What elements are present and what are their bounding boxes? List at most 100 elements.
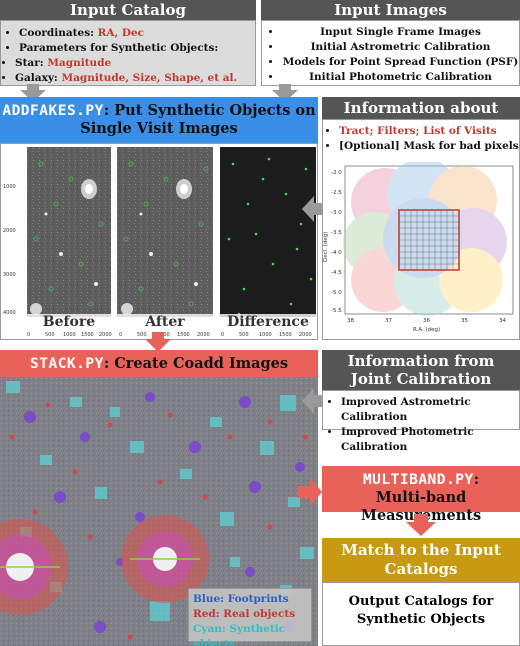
arrow-catalog-to-addfakes bbox=[20, 84, 46, 102]
plot-ylabel: Decl. (deg) bbox=[323, 232, 329, 262]
plot-y-tick: -2.0 bbox=[331, 170, 342, 176]
addfakes-x-tick: 500 bbox=[239, 332, 249, 338]
addfakes-x-tick: 0 bbox=[221, 332, 224, 338]
info-data-item-1: Tract; Filters; List of Visits bbox=[339, 124, 519, 139]
star-item: Star: Magnitude bbox=[15, 56, 255, 71]
plot-y-tick: -5.5 bbox=[331, 308, 342, 314]
input-images-panel: Input Single Frame Images Initial Astrom… bbox=[261, 20, 520, 86]
arrow-multiband-to-match bbox=[406, 514, 436, 536]
stack-coadd-image: Blue: Footprints Red: Real objects Cyan:… bbox=[0, 377, 318, 646]
caption-difference: Difference bbox=[220, 314, 316, 330]
info-data-panel: Tract; Filters; List of Visits [Optional… bbox=[322, 119, 520, 340]
addfakes-x-tick: 500 bbox=[45, 332, 55, 338]
input-images-header: Input Images bbox=[261, 0, 520, 20]
tract-footprint-plot: -2.0 -2.5 -3.0 -3.5 -4.0 -4.5 -5.0 -5.5 … bbox=[323, 162, 514, 333]
info-data-item-2-prefix: [Optional] bbox=[339, 140, 400, 152]
legend-cyan: Cyan: Synthetic objects bbox=[193, 623, 286, 646]
plot-x-tick: 36 bbox=[423, 318, 430, 324]
match-header: Match to the Input Catalogs bbox=[322, 538, 520, 582]
caption-before: Before bbox=[27, 314, 111, 330]
addfakes-x-tick: 1500 bbox=[177, 332, 190, 338]
addfakes-x-tick: 1500 bbox=[81, 332, 94, 338]
plot-x-tick: 34 bbox=[499, 318, 506, 324]
joint-cal-header: Information from Joint Calibration bbox=[322, 350, 520, 390]
plot-y-tick: -3.5 bbox=[331, 230, 342, 236]
match-title-1: Match to the Input bbox=[341, 541, 501, 559]
joint-cal-title-1: Information from bbox=[347, 352, 495, 370]
arrow-stack-to-multiband bbox=[298, 478, 322, 506]
plot-x-tick: 37 bbox=[385, 318, 392, 324]
stack-header: STACK.PY: Create Coadd Images bbox=[0, 350, 318, 377]
addfakes-x-tick: 2000 bbox=[99, 332, 112, 338]
addfakes-y-tick: 1000 bbox=[3, 184, 16, 190]
caption-after: After bbox=[117, 314, 213, 330]
plot-y-tick: -2.5 bbox=[331, 190, 342, 196]
plot-y-tick: -4.0 bbox=[331, 250, 342, 256]
input-catalog-panel: Coordinates: RA, Dec Parameters for Synt… bbox=[0, 20, 256, 86]
addfakes-title: : Put Synthetic Objects on bbox=[103, 102, 316, 119]
plot-y-tick: -4.5 bbox=[331, 270, 342, 276]
plot-y-tick: -3.0 bbox=[331, 210, 342, 216]
multiband-script-name: MULTIBAND.PY bbox=[362, 472, 474, 488]
addfakes-x-tick: 0 bbox=[27, 332, 30, 338]
input-images-item: Initial Photometric Calibration bbox=[282, 70, 519, 85]
multiband-title: : bbox=[473, 471, 480, 488]
addfakes-x-tick: 0 bbox=[119, 332, 122, 338]
after-image bbox=[117, 147, 213, 317]
coordinates-label: Coordinates: bbox=[19, 27, 94, 39]
joint-cal-item: Improved Photometric Calibration bbox=[341, 425, 519, 455]
match-title-2: Catalogs bbox=[384, 560, 458, 578]
info-data-item-2-text: Mask for bad pixels bbox=[403, 140, 519, 152]
star-value: Magnitude bbox=[47, 57, 112, 69]
input-images-item: Models for Point Spread Function (PSF) bbox=[282, 55, 519, 70]
addfakes-x-tick: 2000 bbox=[197, 332, 210, 338]
coordinates-item: Coordinates: RA, Dec bbox=[19, 26, 255, 41]
joint-cal-panel: Improved Astrometric Calibration Improve… bbox=[322, 390, 520, 453]
arrow-jointcal-to-stack bbox=[302, 388, 322, 414]
input-images-item: Input Single Frame Images bbox=[282, 25, 519, 40]
addfakes-x-tick: 2000 bbox=[299, 332, 312, 338]
addfakes-title-line2: Single Visit Images bbox=[80, 120, 238, 137]
addfakes-figure: 1000 2000 3000 4000 0 500 1000 1500 2000… bbox=[0, 143, 318, 340]
arrow-info-to-addfakes bbox=[302, 196, 322, 222]
addfakes-script-name: ADDFAKES.PY bbox=[2, 103, 104, 119]
stack-script-name: STACK.PY bbox=[30, 356, 104, 372]
stack-legend: Blue: Footprints Red: Real objects Cyan:… bbox=[188, 588, 312, 646]
input-images-item: Initial Astrometric Calibration bbox=[282, 40, 519, 55]
addfakes-y-tick: 3000 bbox=[3, 272, 16, 278]
galaxy-label: Galaxy: bbox=[15, 72, 58, 84]
addfakes-images-svg: 1000 2000 3000 4000 0 500 1000 1500 2000… bbox=[3, 147, 316, 338]
addfakes-y-tick: 2000 bbox=[3, 228, 16, 234]
stack-title: : Create Coadd Images bbox=[103, 355, 288, 372]
info-data-item-1-text: Tract; Filters; List of Visits bbox=[339, 125, 497, 137]
addfakes-y-tick: 4000 bbox=[3, 310, 16, 316]
coordinates-value: RA, Dec bbox=[97, 27, 145, 39]
addfakes-x-tick: 500 bbox=[137, 332, 147, 338]
addfakes-header: ADDFAKES.PY: Put Synthetic Objects on Si… bbox=[0, 97, 318, 143]
plot-x-tick: 35 bbox=[461, 318, 468, 324]
addfakes-x-tick: 1000 bbox=[63, 332, 76, 338]
arrow-images-to-addfakes bbox=[272, 84, 298, 102]
output-panel: Output Catalogs for Synthetic Objects bbox=[322, 582, 520, 646]
galaxy-value: Magnitude, Size, Shape, et al. bbox=[61, 72, 238, 84]
star-label: Star: bbox=[15, 57, 44, 69]
input-images-title: Input Images bbox=[334, 1, 447, 19]
params-label: Parameters for Synthetic Objects: bbox=[19, 42, 219, 54]
difference-image bbox=[220, 147, 316, 317]
params-item: Parameters for Synthetic Objects: bbox=[19, 41, 255, 56]
addfakes-x-tick: 1000 bbox=[259, 332, 272, 338]
plot-xlabel: R.A. (deg) bbox=[413, 327, 440, 333]
addfakes-x-tick: 1500 bbox=[279, 332, 292, 338]
multiband-header: MULTIBAND.PY: Multi-band Measurements bbox=[322, 466, 520, 524]
legend-blue: Blue: Footprints bbox=[193, 593, 289, 605]
before-image bbox=[27, 147, 111, 317]
legend-red: Red: Real objects bbox=[193, 608, 296, 620]
plot-y-tick: -5.0 bbox=[331, 290, 342, 296]
info-data-item-2: [Optional] Mask for bad pixels bbox=[339, 139, 519, 154]
input-catalog-title: Input Catalog bbox=[70, 1, 186, 19]
arrow-addfakes-to-stack bbox=[145, 332, 171, 352]
joint-cal-title-2: Joint Calibration bbox=[350, 370, 492, 388]
joint-cal-item: Improved Astrometric Calibration bbox=[341, 395, 519, 425]
input-catalog-header: Input Catalog bbox=[0, 0, 256, 20]
plot-x-tick: 38 bbox=[347, 318, 354, 324]
